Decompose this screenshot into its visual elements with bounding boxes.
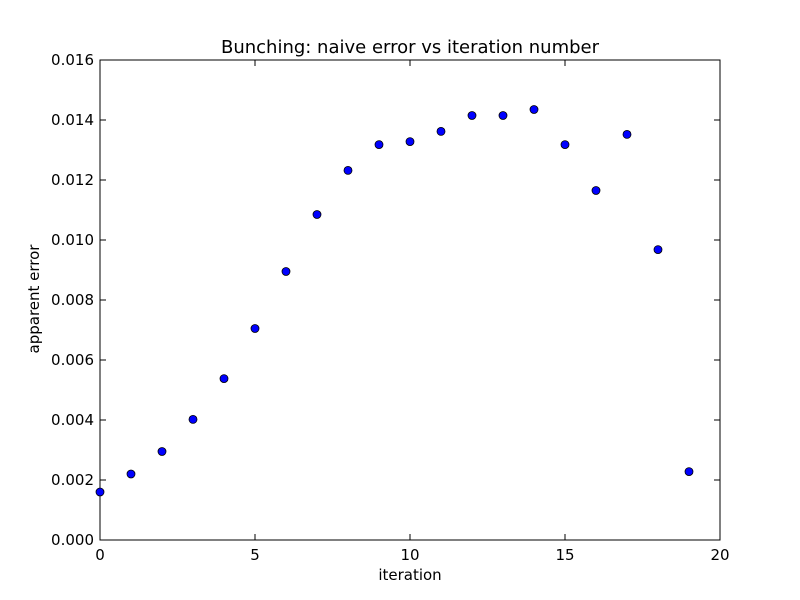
data-point — [343, 165, 353, 175]
y-tick-label: 0.012 — [51, 171, 94, 189]
data-point — [467, 111, 477, 120]
x-tick-label: 5 — [250, 546, 260, 564]
data-point — [281, 267, 291, 276]
data-point — [312, 210, 322, 219]
y-tick-label: 0.000 — [51, 531, 94, 549]
y-tick-label: 0.010 — [51, 231, 94, 249]
data-point — [374, 140, 384, 150]
y-tick-label: 0.002 — [51, 471, 94, 489]
data-point — [157, 447, 167, 456]
data-point — [436, 126, 446, 136]
data-point — [126, 469, 136, 479]
data-point — [95, 487, 105, 497]
data-point — [219, 374, 229, 384]
chart-title: Bunching: naive error vs iteration numbe… — [221, 37, 600, 58]
y-tick-label: 0.016 — [51, 51, 94, 69]
data-point — [529, 105, 539, 114]
x-tick-label: 20 — [710, 546, 729, 564]
x-tick-label: 0 — [95, 546, 105, 564]
y-tick-label: 0.008 — [51, 291, 94, 309]
data-point — [560, 140, 570, 150]
x-tick-label: 10 — [400, 546, 419, 564]
x-tick-label: 15 — [555, 546, 574, 564]
data-point — [250, 324, 260, 333]
y-tick-label: 0.014 — [51, 111, 94, 129]
data-point — [622, 129, 632, 139]
data-point — [405, 137, 415, 147]
data-point — [188, 414, 198, 424]
plot-area: 0 5 10 15 20 0.000 0.002 0.004 0.006 0.008 0.010 0.… — [51, 51, 730, 564]
y-tick-label: 0.006 — [51, 351, 94, 369]
data-point — [684, 467, 694, 477]
x-axis-label: iteration — [378, 566, 441, 584]
data-point — [653, 245, 663, 255]
data-point — [591, 186, 601, 195]
y-tick-label: 0.004 — [51, 411, 94, 429]
y-axis-label: apparent error — [25, 244, 43, 354]
data-point — [498, 111, 508, 120]
